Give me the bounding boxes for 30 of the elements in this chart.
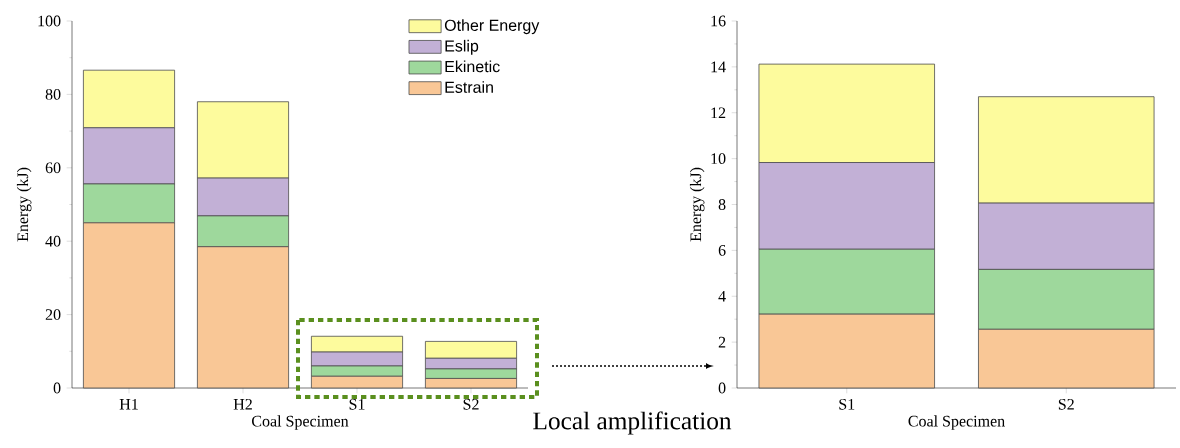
y-tick-label: 2 bbox=[718, 336, 726, 348]
y-tick-label: 40 bbox=[45, 235, 61, 247]
x-axis-title: Coal Specimen bbox=[252, 415, 349, 430]
legend-label: Estrain bbox=[445, 81, 493, 93]
y-tick-label: 6 bbox=[718, 244, 726, 256]
y-axis-title: Energy (kJ) bbox=[689, 167, 705, 242]
y-tick-label: 4 bbox=[718, 290, 726, 302]
y-tick-label: 20 bbox=[45, 309, 61, 321]
legend-label: Eslip bbox=[445, 39, 479, 55]
x-tick-label: S2 bbox=[1058, 398, 1074, 410]
x-axis-title: Coal Specimen bbox=[908, 415, 1005, 430]
legend-label: Ekinetic bbox=[445, 60, 500, 73]
y-tick-label: 0 bbox=[53, 382, 61, 394]
y-tick-label: 60 bbox=[45, 162, 61, 174]
x-tick-label: H1 bbox=[119, 398, 138, 410]
y-tick-label: 80 bbox=[45, 88, 61, 100]
y-tick-label: 100 bbox=[38, 15, 61, 27]
y-tick-label: 16 bbox=[711, 15, 726, 27]
y-tick-label: 12 bbox=[711, 107, 726, 119]
x-tick-label: S1 bbox=[349, 398, 365, 410]
x-tick-label: S2 bbox=[463, 398, 479, 410]
x-tick-label: S1 bbox=[839, 398, 855, 410]
y-tick-label: 14 bbox=[711, 61, 726, 73]
y-tick-label: 8 bbox=[718, 199, 726, 210]
legend-label: Other Energy bbox=[444, 19, 540, 35]
y-axis-title: Energy (kJ) bbox=[16, 167, 32, 242]
text: Local amplification bbox=[533, 411, 732, 435]
y-tick-label: 10 bbox=[711, 153, 726, 165]
x-tick-label: H2 bbox=[233, 398, 252, 410]
y-tick-label: 0 bbox=[718, 382, 726, 394]
